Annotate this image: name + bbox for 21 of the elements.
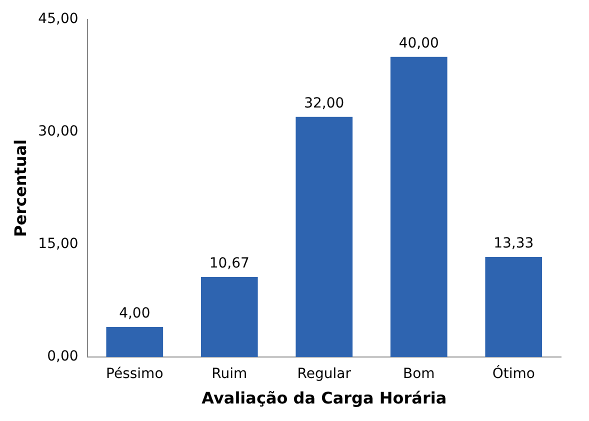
y-tick-label: 0,00 bbox=[47, 348, 78, 365]
y-tick-label: 30,00 bbox=[38, 124, 78, 140]
y-tick-label: 45,00 bbox=[38, 11, 78, 28]
x-tick-label: Ruim bbox=[212, 366, 248, 382]
x-tick-label: Regular bbox=[297, 366, 352, 382]
x-axis-title: Avaliação da Carga Horária bbox=[202, 388, 447, 408]
data-label: 10,67 bbox=[209, 256, 250, 272]
bar bbox=[296, 116, 353, 357]
bar bbox=[200, 276, 258, 357]
y-tick-label: 15,00 bbox=[38, 236, 78, 252]
data-label: 4,00 bbox=[119, 306, 150, 322]
bar bbox=[106, 326, 164, 357]
data-label: 13,33 bbox=[494, 236, 534, 252]
x-tick-label: Péssimo bbox=[106, 366, 164, 382]
data-label: 32,00 bbox=[304, 96, 344, 112]
x-tick-label: Bom bbox=[402, 366, 435, 382]
y-axis-title: Percentual bbox=[10, 139, 30, 237]
bar bbox=[485, 256, 542, 357]
data-label: 40,00 bbox=[398, 36, 439, 52]
x-tick-label: Ótimo bbox=[492, 365, 535, 382]
bar bbox=[390, 56, 448, 357]
